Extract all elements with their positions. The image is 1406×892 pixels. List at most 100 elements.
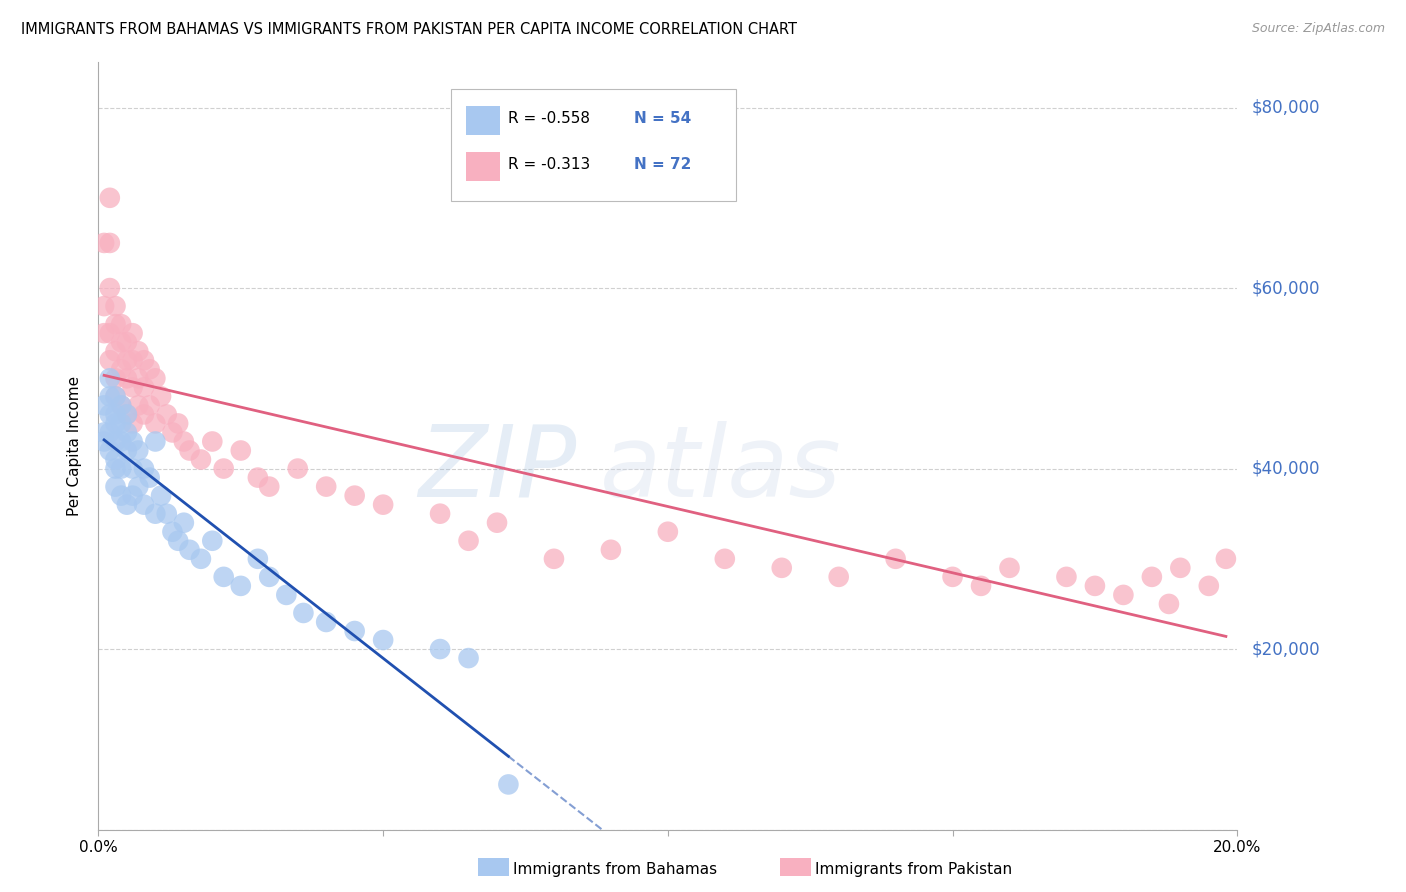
Point [115, 425, 138, 440]
Point [110, 461, 132, 475]
Point [127, 371, 149, 385]
Point [121, 489, 143, 503]
Point [179, 443, 201, 458]
Point [115, 498, 138, 512]
Point [110, 489, 132, 503]
Point [498, 777, 520, 791]
Point [104, 317, 127, 331]
Point [657, 524, 679, 539]
Point [276, 588, 298, 602]
Point [110, 335, 132, 350]
Point [884, 551, 907, 566]
Point [343, 489, 366, 503]
Point [145, 507, 167, 521]
Point [132, 408, 155, 422]
Point [104, 299, 127, 313]
Point [145, 434, 167, 449]
Point [145, 371, 167, 385]
Point [246, 551, 269, 566]
Point [110, 317, 132, 331]
Point [115, 335, 138, 350]
Point [1157, 597, 1180, 611]
Point [173, 516, 195, 530]
Point [98, 389, 121, 403]
Point [98, 425, 121, 440]
Point [429, 642, 451, 657]
Point [98, 371, 121, 385]
Point [104, 371, 127, 385]
Point [104, 408, 127, 422]
Point [259, 570, 281, 584]
Point [98, 443, 121, 458]
Point [1198, 579, 1220, 593]
Point [770, 561, 793, 575]
Point [190, 551, 212, 566]
Point [343, 624, 366, 638]
Point [104, 344, 127, 359]
Point [1215, 551, 1237, 566]
Point [259, 480, 281, 494]
Text: R = -0.313: R = -0.313 [509, 157, 591, 172]
Point [121, 461, 143, 475]
Point [121, 353, 143, 368]
Point [98, 281, 121, 295]
Point [104, 417, 127, 431]
Point [1140, 570, 1163, 584]
Point [145, 417, 167, 431]
Point [115, 443, 138, 458]
Point [98, 191, 121, 205]
Point [110, 434, 132, 449]
Point [110, 398, 132, 412]
Y-axis label: Per Capita Income: Per Capita Income [67, 376, 83, 516]
Point [179, 542, 201, 557]
Point [104, 452, 127, 467]
Point [138, 362, 160, 376]
Point [127, 443, 149, 458]
Point [486, 516, 509, 530]
Point [229, 579, 252, 593]
Point [457, 533, 479, 548]
Point [1056, 570, 1078, 584]
Point [121, 434, 143, 449]
Point [110, 398, 132, 412]
Text: Immigrants from Pakistan: Immigrants from Pakistan [815, 863, 1012, 877]
Point [98, 235, 121, 250]
Point [150, 389, 173, 403]
Point [287, 461, 309, 475]
Text: $40,000: $40,000 [1251, 459, 1320, 477]
Point [127, 480, 149, 494]
Text: N = 72: N = 72 [634, 157, 692, 172]
Point [110, 417, 132, 431]
Point [828, 570, 851, 584]
Point [104, 480, 127, 494]
Point [714, 551, 737, 566]
Point [127, 344, 149, 359]
Point [127, 398, 149, 412]
Point [1170, 561, 1192, 575]
Point [98, 326, 121, 341]
Point [429, 507, 451, 521]
Point [167, 533, 190, 548]
Point [132, 353, 155, 368]
Point [156, 408, 179, 422]
Text: Source: ZipAtlas.com: Source: ZipAtlas.com [1251, 22, 1385, 36]
Point [138, 398, 160, 412]
Point [150, 489, 173, 503]
Point [167, 417, 190, 431]
Point [104, 461, 127, 475]
Point [190, 452, 212, 467]
Point [121, 417, 143, 431]
Point [93, 326, 115, 341]
Point [132, 498, 155, 512]
Text: atlas: atlas [599, 420, 841, 517]
Point [315, 615, 337, 629]
Point [98, 408, 121, 422]
Point [1112, 588, 1135, 602]
Point [121, 326, 143, 341]
Point [115, 353, 138, 368]
Point [373, 498, 395, 512]
Point [93, 425, 115, 440]
Point [315, 480, 337, 494]
Point [246, 470, 269, 484]
Point [93, 299, 115, 313]
